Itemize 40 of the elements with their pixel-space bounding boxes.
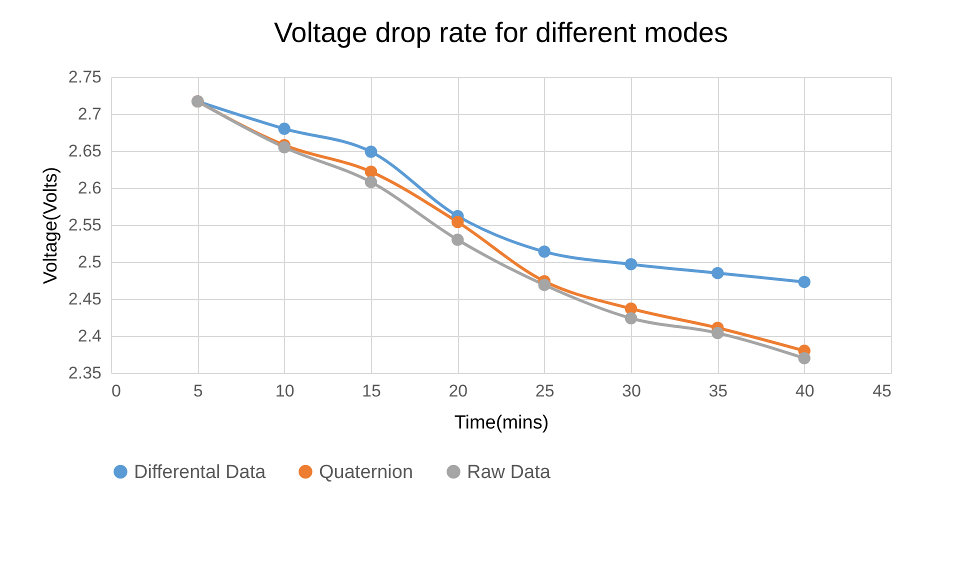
x-tick-label: 35 [708,382,728,400]
point [624,312,638,324]
y-tick-label: 2.75 [68,68,102,86]
x-tick-label: 10 [275,382,294,400]
legend-label: Raw Data [467,462,551,483]
point [364,176,378,188]
y-tick-label: 2.45 [68,290,102,308]
point [798,276,810,288]
x-tick-label: 20 [448,382,468,400]
point [538,246,550,258]
legend-label: Differental Data [134,462,266,483]
point [278,122,290,135]
y-tick-label: 2.65 [68,142,102,160]
y-tick-label: 2.5 [78,252,102,272]
point [452,216,464,228]
point [712,266,724,280]
point [278,141,290,154]
point [538,278,550,292]
x-tick-label: 30 [622,382,641,400]
y-axis-title: Voltage(Volts) [40,166,62,284]
x-tick-label: 5 [193,382,203,400]
point [624,258,638,270]
x-tick-label: 0 [112,382,121,400]
x-tick-label: 15 [362,382,381,400]
point [364,146,378,158]
point [712,326,724,340]
chart-title: Voltage drop rate for different modes [274,17,728,48]
x-tick-label: 25 [535,382,554,400]
legend-label: Quaternion [319,462,414,483]
x-tick-label: 40 [795,382,814,400]
point [798,352,810,364]
y-tick-label: 2.6 [78,178,102,198]
x-tick-label: 45 [872,382,892,400]
point [452,234,464,246]
y-tick-label: 2.7 [78,104,102,124]
y-tick-label: 2.55 [68,216,102,234]
y-tick-label: 2.4 [78,326,102,346]
point [364,166,378,178]
y-tick-label: 2.35 [68,364,102,382]
x-axis-title: Time(mins) [454,412,549,434]
